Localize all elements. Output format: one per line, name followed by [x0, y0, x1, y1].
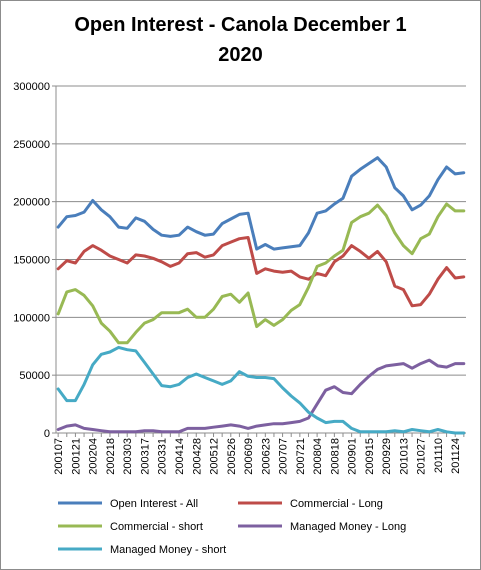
- legend-label: Open Interest - All: [110, 498, 198, 510]
- x-tick-label: 200818: [329, 438, 341, 475]
- y-tick-label: 250000: [13, 139, 50, 151]
- x-tick-label: 200929: [381, 438, 393, 475]
- x-tick-label: 201110: [433, 438, 445, 473]
- x-tick-label: 201027: [416, 438, 428, 475]
- x-tick-label: 200512: [209, 438, 221, 475]
- y-tick-label: 200000: [13, 197, 50, 209]
- x-tick-label: 200428: [191, 438, 203, 475]
- x-tick-label: 200218: [105, 438, 117, 475]
- x-tick-label: 201124: [450, 438, 462, 474]
- series-line-5: [56, 345, 466, 435]
- x-tick-label: 200804: [312, 438, 324, 475]
- x-tick-label: 200915: [364, 438, 376, 475]
- series-lines: [56, 156, 466, 435]
- gridlines: [56, 85, 466, 376]
- series-line-1: [56, 156, 466, 251]
- x-tick-label: 200721: [295, 438, 307, 475]
- legend: Open Interest - All Commercial - Long Comm…: [58, 498, 406, 556]
- legend-label: Managed Money - short: [110, 544, 226, 556]
- chart-title: Open Interest - Canola December 1 2020: [0, 10, 481, 70]
- x-tick-label: 200204: [88, 438, 100, 475]
- x-tick-label: 200121: [70, 438, 82, 475]
- x-tick-label: 200303: [122, 438, 134, 475]
- x-tick-label: 201013: [398, 438, 410, 475]
- x-tick-label: 200331: [157, 438, 169, 475]
- legend-label: Managed Money - Long: [290, 521, 406, 533]
- y-tick-label: 0: [44, 428, 50, 440]
- series-line-3: [56, 202, 466, 345]
- chart-title-line-1: Open Interest - Canola December 1: [74, 14, 407, 36]
- x-tick-label: 200107: [53, 438, 65, 475]
- chart-title-line-2: 2020: [218, 44, 263, 66]
- y-tick-label: 150000: [13, 255, 50, 267]
- axes: 0 50000 100000 150000 200000 250000 300000 2001…: [13, 81, 466, 475]
- x-tick-label: 200609: [243, 438, 255, 475]
- series-line-4: [56, 358, 466, 434]
- legend-label: Commercial - short: [110, 521, 203, 533]
- y-tick-label: 300000: [13, 81, 50, 93]
- legend-label: Commercial - Long: [290, 498, 383, 510]
- y-tick-label: 50000: [19, 370, 50, 382]
- x-tick-label: 200414: [174, 438, 186, 475]
- x-tick-label: 200526: [226, 438, 238, 475]
- x-tick-label: 200707: [278, 438, 290, 475]
- series-line-2: [56, 236, 466, 308]
- x-tick-label: 200623: [260, 438, 272, 475]
- y-tick-label: 100000: [13, 312, 50, 324]
- x-tick-label: 200901: [347, 438, 359, 475]
- x-tick-label: 200317: [139, 438, 151, 475]
